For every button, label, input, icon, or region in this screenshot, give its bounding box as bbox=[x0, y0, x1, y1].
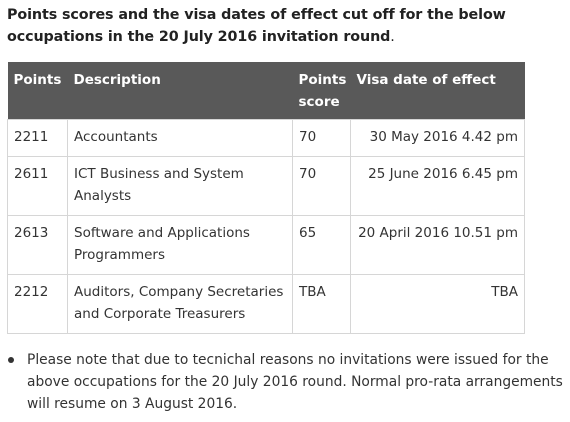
table-row: 2211 Accountants 70 30 May 2016 4.42 pm bbox=[7, 119, 525, 157]
table-header-row: Points Description Points score Visa dat… bbox=[7, 62, 525, 120]
cell-description: Accountants bbox=[67, 119, 293, 157]
cell-code: 2212 bbox=[7, 274, 68, 334]
table-row: 2212 Auditors, Company Secretaries and C… bbox=[7, 274, 525, 334]
cell-points-score: TBA bbox=[292, 274, 351, 334]
cell-points-score: 65 bbox=[292, 215, 351, 275]
table-row: 2611 ICT Business and System Analysts 70… bbox=[7, 156, 525, 216]
cell-points-score: 70 bbox=[292, 119, 351, 157]
cell-visa-date: 30 May 2016 4.42 pm bbox=[350, 119, 525, 157]
table-row: 2613 Software and Applications Programme… bbox=[7, 215, 525, 275]
cell-code: 2613 bbox=[7, 215, 68, 275]
cell-code: 2211 bbox=[7, 119, 68, 157]
notes-list: Please note that due to tecnichal reason… bbox=[7, 349, 563, 415]
cell-visa-date: TBA bbox=[350, 274, 525, 334]
bullet-icon bbox=[8, 357, 14, 363]
header-description: Description bbox=[73, 72, 161, 88]
cell-visa-date: 25 June 2016 6.45 pm bbox=[350, 156, 525, 216]
heading-period: . bbox=[390, 29, 395, 45]
note-text: Please note that due to tecnichal reason… bbox=[27, 352, 563, 412]
list-item: Please note that due to tecnichal reason… bbox=[7, 349, 563, 415]
cell-description: Auditors, Company Secretaries and Corpor… bbox=[67, 274, 293, 334]
page-heading: Points scores and the visa dates of effe… bbox=[7, 4, 563, 48]
heading-text: Points scores and the visa dates of effe… bbox=[7, 7, 506, 45]
header-visa-date: Visa date of effect bbox=[356, 72, 496, 88]
cell-points-score: 70 bbox=[292, 156, 351, 216]
table-header: Points Description Points score Visa dat… bbox=[7, 62, 525, 120]
table-body: 2211 Accountants 70 30 May 2016 4.42 pm … bbox=[7, 119, 525, 334]
cell-description: ICT Business and System Analysts bbox=[67, 156, 293, 216]
cell-visa-date: 20 April 2016 10.51 pm bbox=[350, 215, 525, 275]
cell-code: 2611 bbox=[7, 156, 68, 216]
header-points-score: Points score bbox=[298, 72, 347, 110]
cell-description: Software and Applications Programmers bbox=[67, 215, 293, 275]
occupations-table: Points Description Points score Visa dat… bbox=[7, 62, 525, 334]
header-points: Points bbox=[13, 72, 62, 88]
